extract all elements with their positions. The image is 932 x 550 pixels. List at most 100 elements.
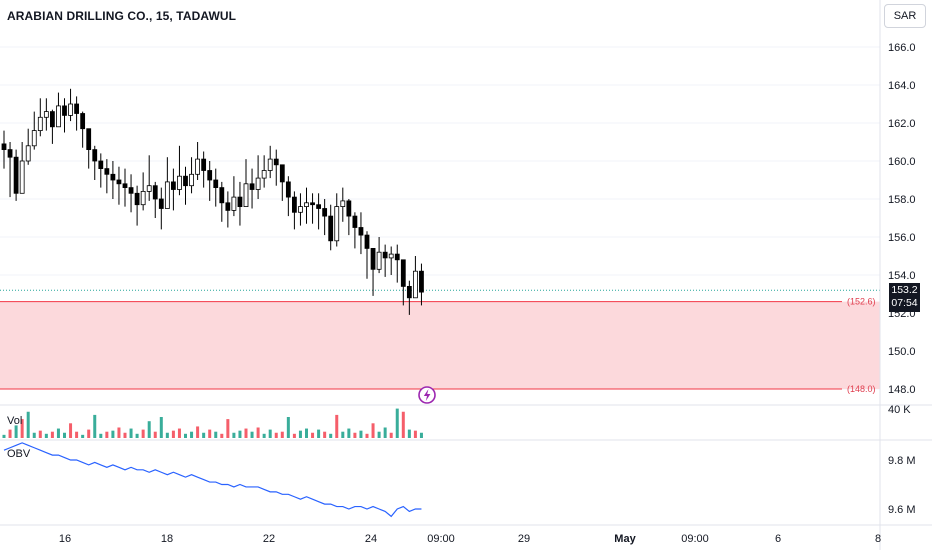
time-tick-label: 16 xyxy=(59,533,71,545)
obv-tick-label: 9.8 M xyxy=(888,455,916,467)
candle-body xyxy=(412,270,418,299)
candle-body xyxy=(352,215,358,228)
volume-bar xyxy=(165,432,169,438)
candle-body xyxy=(146,185,152,192)
volume-bar xyxy=(323,431,327,438)
candle-body xyxy=(7,149,13,158)
candle-body xyxy=(68,103,73,116)
candles xyxy=(1,88,424,315)
candle-body xyxy=(225,202,231,211)
volume-bar xyxy=(129,428,133,438)
candle-body xyxy=(80,113,86,130)
candle-body xyxy=(364,234,370,249)
volume-bar xyxy=(14,425,18,438)
symbol-title[interactable]: ARABIAN DRILLING CO., 15, TADAWUL xyxy=(7,9,237,23)
candle-body xyxy=(255,177,261,190)
volume-bar xyxy=(105,431,109,438)
volume-bar xyxy=(93,414,97,438)
candle-body xyxy=(285,181,291,198)
volume-bar xyxy=(274,432,278,438)
candle-body xyxy=(50,111,55,128)
candle-body xyxy=(291,196,297,213)
volume-bar xyxy=(184,433,187,438)
candle-body xyxy=(310,202,315,206)
volume-bar xyxy=(256,427,260,438)
candle-body xyxy=(219,187,225,204)
volume-bar xyxy=(196,426,200,438)
candle-body xyxy=(170,181,176,190)
price-axis[interactable]: 166.0164.0162.0160.0158.0156.0154.0152.0… xyxy=(888,42,916,396)
volume-bar xyxy=(171,430,175,438)
volume-pane-label[interactable]: Vol xyxy=(7,415,23,427)
candle-body xyxy=(237,196,243,208)
volume-bar xyxy=(341,431,345,438)
volume-bar xyxy=(20,419,24,438)
volume-bar xyxy=(190,431,194,438)
candle-body xyxy=(183,175,188,187)
volume-bar xyxy=(38,430,42,438)
volume-bar xyxy=(250,431,254,438)
candle-body xyxy=(62,105,67,116)
candle-body xyxy=(92,149,98,162)
candle-body xyxy=(25,145,31,162)
volume-bar xyxy=(147,421,151,438)
candle-body xyxy=(31,130,37,147)
candle-body xyxy=(116,179,122,185)
time-axis[interactable]: 16 18 22 24 09:00 29 May 09:00 6 8 xyxy=(59,533,881,545)
candle-body xyxy=(322,208,328,217)
candle-body xyxy=(74,103,79,114)
candle-body xyxy=(177,175,182,190)
candle-body xyxy=(334,206,340,242)
price-tick-label: 160.0 xyxy=(888,156,916,168)
candle-body xyxy=(152,185,158,200)
volume-bar xyxy=(123,432,127,438)
time-tick-label: 18 xyxy=(161,533,173,545)
volume-bar xyxy=(311,432,315,438)
volume-bar xyxy=(377,431,381,438)
candle-body xyxy=(104,168,110,175)
volume-bar xyxy=(238,430,242,438)
candle-body xyxy=(316,204,322,209)
volume-bar xyxy=(232,432,236,438)
volume-bar xyxy=(26,411,30,438)
volume-bar xyxy=(244,428,248,438)
candle-body xyxy=(43,111,49,118)
candle-body xyxy=(279,164,285,183)
candle-body xyxy=(243,183,249,208)
volume-bar xyxy=(44,433,48,438)
volume-bar xyxy=(371,423,375,438)
volume-tick-label: 40 K xyxy=(888,404,911,416)
candle-body xyxy=(128,187,134,194)
price-tick-label: 158.0 xyxy=(888,194,916,206)
candle-body xyxy=(207,170,213,181)
demand-zone xyxy=(0,301,880,389)
price-tick-label: 148.0 xyxy=(888,384,916,396)
volume-bar xyxy=(359,430,363,438)
volume-bar xyxy=(220,433,224,438)
volume-bar xyxy=(383,427,387,438)
candle-body xyxy=(249,183,255,190)
candle-body xyxy=(394,253,400,261)
volume-bar xyxy=(268,429,272,438)
volume-bar xyxy=(292,433,296,438)
obv-pane-label[interactable]: OBV xyxy=(7,448,31,460)
volume-bar xyxy=(280,431,284,438)
price-tick-label: 166.0 xyxy=(888,42,916,54)
volume-bar xyxy=(395,408,399,438)
candle-body xyxy=(201,158,207,171)
lightning-icon[interactable] xyxy=(418,386,436,404)
currency-button[interactable]: SAR xyxy=(884,4,926,28)
volume-bar xyxy=(153,431,157,438)
last-price-value: 153.2 xyxy=(891,284,918,296)
volume-bar xyxy=(353,432,357,438)
volume-bar xyxy=(56,428,60,438)
candle-body xyxy=(98,160,104,169)
volume-bar xyxy=(329,433,333,438)
last-price-badge: 153.2 07:54 xyxy=(889,283,920,312)
volume-bar xyxy=(335,414,339,438)
candle-body xyxy=(406,285,412,299)
volume-bar xyxy=(413,430,417,438)
volume-bar xyxy=(87,429,91,438)
